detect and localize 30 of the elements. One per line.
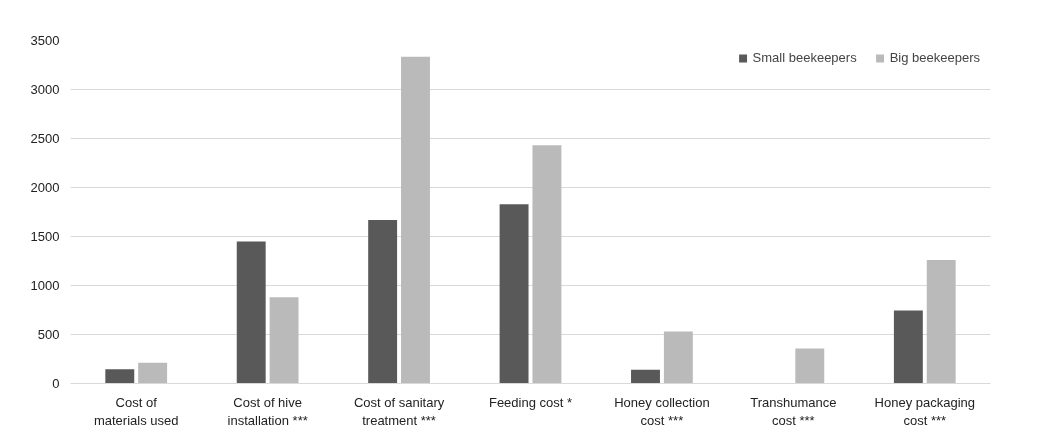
bar: [663, 331, 693, 384]
bar: [236, 241, 266, 384]
x-tick-label: Transhumance cost ***: [750, 394, 837, 428]
bar: [138, 362, 168, 384]
x-tick-label: Cost of hive installation ***: [227, 394, 308, 428]
y-tick-label: 1000: [30, 278, 60, 293]
x-tick-label: Cost of materials used: [93, 394, 179, 428]
bar: [368, 220, 398, 384]
x-tick-label: Honey collection cost ***: [614, 394, 710, 428]
bar: [269, 297, 299, 384]
bar: [893, 310, 923, 384]
x-tick-label: Cost of sanitary treatment ***: [353, 394, 445, 428]
y-tick-label: 0: [52, 376, 60, 391]
y-tick-label: 3000: [30, 82, 60, 97]
x-tick-label: Honey packaging cost ***: [874, 394, 976, 428]
x-tick-label: Feeding cost *: [488, 394, 573, 410]
legend-label: Big beekeepers: [889, 50, 980, 65]
bar: [105, 369, 135, 384]
y-tick-label: 500: [37, 327, 60, 342]
bar: [499, 204, 529, 384]
y-tick-label: 2500: [30, 131, 60, 146]
y-tick-label: 1500: [30, 229, 60, 244]
bar: [795, 348, 825, 384]
y-tick-label: 3500: [30, 33, 60, 48]
legend-label: Small beekeepers: [752, 50, 857, 65]
bar: [401, 56, 430, 384]
y-tick-label: 2000: [30, 180, 60, 195]
bar: [926, 259, 956, 384]
bar: [631, 369, 660, 384]
bar: [532, 145, 562, 384]
